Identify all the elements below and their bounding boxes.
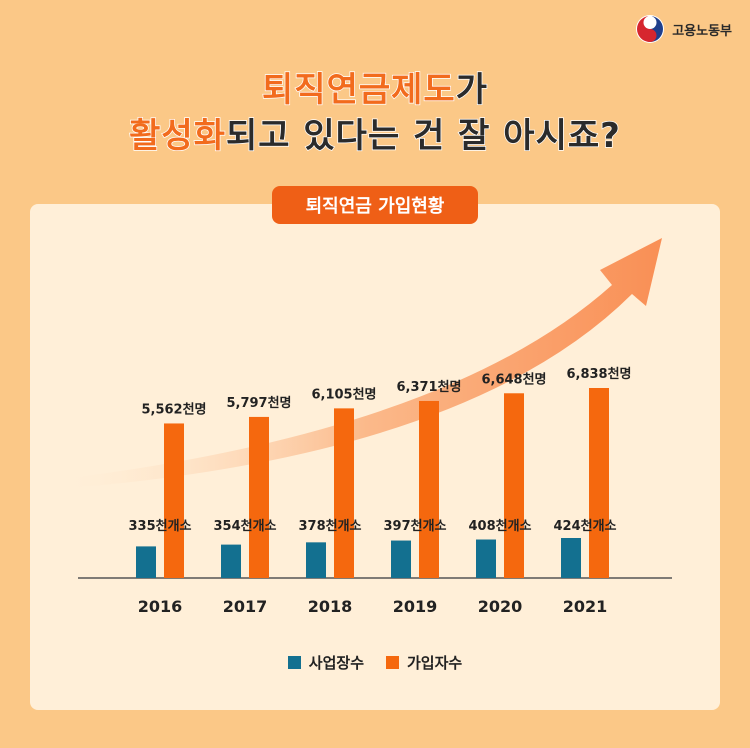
- bar-businesses-2016: [136, 546, 156, 578]
- headline-rest-2: 되고 있다는 건 잘 아시죠?: [225, 115, 621, 157]
- bar-subscribers-2021: [589, 388, 609, 578]
- x-tick-2017: 2017: [223, 597, 268, 616]
- chart-title-badge: 퇴직연금 가입현황: [272, 186, 478, 224]
- headline-highlight-1: 퇴직연금제도: [261, 69, 456, 111]
- data-label-subscribers-2021: 6,838천명: [566, 366, 631, 382]
- bar-businesses-2019: [391, 540, 411, 578]
- chart-legend: 사업장수 가입자수: [0, 652, 750, 673]
- data-label-businesses-2020: 408천개소: [468, 519, 531, 534]
- bar-subscribers-2018: [334, 408, 354, 578]
- bar-subscribers-2019: [419, 400, 439, 578]
- bar-businesses-2021: [561, 538, 581, 578]
- data-label-businesses-2017: 354천개소: [213, 519, 276, 534]
- ministry-name: 고용노동부: [672, 23, 732, 39]
- headline-line-2: 활성화되고 있다는 건 잘 아시죠?: [0, 108, 750, 157]
- ministry-logo: 고용노동부: [635, 14, 732, 44]
- legend-swatch-subscribers: [386, 656, 399, 669]
- bar-subscribers-2016: [164, 423, 184, 578]
- x-tick-2018: 2018: [308, 597, 353, 616]
- taegeuk-logo-icon: [636, 15, 665, 43]
- data-label-businesses-2018: 378천개소: [298, 519, 361, 534]
- x-tick-2016: 2016: [138, 597, 183, 616]
- bar-businesses-2018: [306, 542, 326, 578]
- bar-subscribers-2020: [504, 393, 524, 578]
- legend-swatch-businesses: [287, 656, 301, 669]
- x-tick-2019: 2019: [393, 597, 438, 616]
- data-label-subscribers-2017: 5,797천명: [226, 395, 291, 411]
- legend-item-businesses: 사업장수: [287, 652, 364, 673]
- bar-businesses-2020: [476, 539, 496, 578]
- data-label-businesses-2019: 397천개소: [383, 519, 446, 534]
- legend-label-subscribers: 가입자수: [407, 654, 463, 672]
- bar-subscribers-2017: [249, 416, 269, 578]
- data-label-subscribers-2020: 6,648천명: [481, 371, 546, 387]
- data-label-subscribers-2018: 6,105천명: [311, 386, 376, 402]
- x-tick-2020: 2020: [478, 597, 523, 616]
- headline-highlight-2: 활성화: [128, 115, 226, 157]
- legend-item-subscribers: 가입자수: [386, 652, 462, 673]
- bar-businesses-2017: [221, 544, 241, 578]
- headline-line-1: 퇴직연금제도가: [0, 62, 750, 111]
- data-label-businesses-2016: 335천개소: [128, 519, 191, 534]
- growth-arrow: [70, 238, 662, 488]
- headline-rest-1: 가: [455, 69, 488, 111]
- data-label-subscribers-2016: 5,562천명: [141, 401, 206, 417]
- data-label-subscribers-2019: 6,371천명: [396, 379, 461, 395]
- x-tick-2021: 2021: [563, 597, 608, 616]
- data-label-businesses-2021: 424천개소: [553, 519, 616, 534]
- legend-label-businesses: 사업장수: [308, 654, 364, 672]
